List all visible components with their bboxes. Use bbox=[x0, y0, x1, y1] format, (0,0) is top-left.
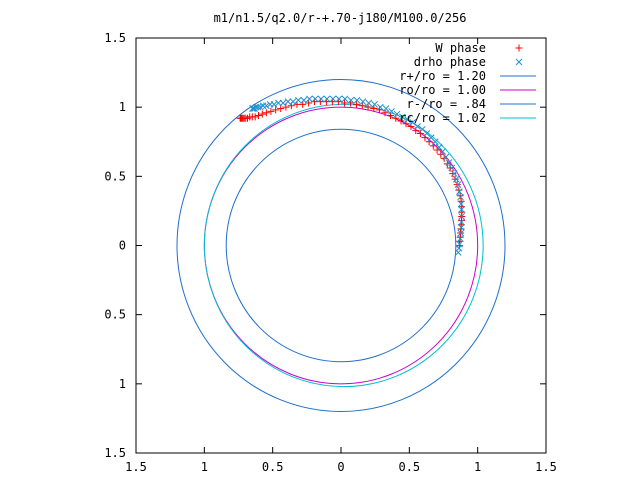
drho-phase-point bbox=[448, 164, 456, 172]
axis-ticks: 1.5 1 0.5 0 0.5 1 1.51.510.500.511.5 bbox=[104, 31, 557, 474]
drho-phase-point bbox=[456, 235, 464, 242]
w-phase-point bbox=[341, 99, 349, 107]
w-phase-point bbox=[258, 110, 266, 118]
drho-phase-point bbox=[275, 99, 282, 107]
drho-phase-point bbox=[266, 101, 274, 108]
drho-phase-point bbox=[404, 116, 411, 123]
drho-phase-point bbox=[329, 95, 337, 103]
w-phase-point bbox=[451, 175, 459, 183]
y-tick-label: 1.5 bbox=[104, 31, 126, 45]
x-tick-label: 1 bbox=[201, 460, 208, 474]
drho-phase-point bbox=[249, 105, 256, 112]
x-tick-label: 1 bbox=[474, 460, 481, 474]
drho-phase-point bbox=[284, 98, 292, 105]
drho-phase-point bbox=[442, 153, 450, 161]
w-phase-point bbox=[453, 181, 461, 189]
drho-phase-point bbox=[454, 181, 462, 188]
drho-phase-point bbox=[263, 102, 270, 110]
drho-phase-point bbox=[300, 96, 308, 104]
w-phase-point bbox=[236, 114, 244, 122]
circle-r-1-2 bbox=[176, 79, 506, 412]
drho-phase-point bbox=[388, 107, 395, 115]
drho-phase-point bbox=[457, 193, 464, 201]
drho-phase-point bbox=[435, 143, 443, 151]
drho-phase-point bbox=[365, 99, 373, 107]
drho-phase-point bbox=[458, 218, 465, 226]
w-phase-point bbox=[370, 105, 378, 113]
w-phase-point bbox=[364, 103, 372, 111]
drho-phase-point bbox=[377, 103, 384, 111]
w-phase-point bbox=[358, 102, 366, 110]
drho-phase-point bbox=[393, 110, 401, 118]
drho-phase-point bbox=[458, 206, 465, 213]
drho-phase-point bbox=[445, 159, 453, 166]
y-tick-label: 0.5 bbox=[104, 308, 126, 322]
drho-phase-point bbox=[341, 95, 349, 103]
drho-phase-point bbox=[455, 188, 463, 195]
drho-phase-point bbox=[353, 96, 361, 104]
circle-r-0-84 bbox=[225, 128, 457, 363]
y-tick-label: 1 bbox=[119, 100, 126, 114]
phase-points bbox=[236, 95, 466, 256]
legend-label: r+/ro = 1.20 bbox=[399, 69, 486, 83]
drho-phase-point bbox=[347, 96, 355, 104]
drho-phase-point bbox=[317, 95, 325, 103]
w-phase-point bbox=[254, 111, 262, 119]
legend-label: W phase bbox=[435, 41, 486, 55]
legend-marker-cross bbox=[515, 58, 523, 66]
y-tick-label: 0.5 bbox=[104, 169, 126, 183]
drho-phase-point bbox=[250, 105, 257, 112]
y-tick-label: 1.5 bbox=[104, 446, 126, 460]
drho-phase-point bbox=[458, 213, 466, 220]
drho-phase-point bbox=[457, 200, 465, 208]
w-phase-point bbox=[433, 146, 441, 154]
chart-title: m1/n1.5/q2.0/r-+.70-j180/M100.0/256 bbox=[214, 11, 467, 25]
drho-phase-point bbox=[371, 101, 378, 108]
w-phase-point bbox=[381, 109, 389, 117]
legend-label: drho phase bbox=[414, 55, 486, 69]
w-phase-point bbox=[352, 100, 360, 108]
legend-label: ro/ro = 1.00 bbox=[399, 83, 486, 97]
drho-phase-point bbox=[359, 98, 367, 105]
drho-phase-point bbox=[450, 170, 458, 177]
x-tick-label: 0.5 bbox=[262, 460, 284, 474]
drho-phase-point bbox=[457, 229, 465, 237]
w-phase-point bbox=[386, 111, 394, 119]
drho-phase-point bbox=[254, 103, 262, 111]
drho-phase-point bbox=[452, 175, 460, 183]
w-phase-point bbox=[272, 106, 280, 114]
x-tick-label: 1.5 bbox=[125, 460, 147, 474]
drho-phase-point bbox=[457, 224, 465, 231]
drho-phase-point bbox=[418, 125, 426, 133]
w-phase-point bbox=[277, 105, 285, 113]
drho-phase-point bbox=[382, 105, 390, 112]
y-tick-label: 1 bbox=[119, 377, 126, 391]
drho-phase-point bbox=[414, 123, 421, 130]
w-phase-point bbox=[446, 164, 454, 172]
legend-label: r-/ro = .84 bbox=[407, 97, 486, 111]
x-tick-label: 0.5 bbox=[398, 460, 420, 474]
circle-r-1-02 bbox=[203, 103, 484, 388]
w-phase-point bbox=[262, 109, 270, 117]
drho-phase-point bbox=[409, 119, 416, 126]
drho-phase-point bbox=[306, 95, 313, 103]
drho-phase-point bbox=[399, 113, 406, 121]
drho-phase-point bbox=[289, 98, 297, 105]
drho-phase-point bbox=[335, 95, 343, 103]
y-tick-label: 0 bbox=[119, 239, 126, 253]
drho-phase-point bbox=[311, 95, 319, 103]
w-phase-point bbox=[267, 107, 275, 115]
w-phase-point bbox=[449, 170, 457, 178]
drho-phase-point bbox=[295, 96, 302, 104]
legend-label: rc/ro = 1.02 bbox=[399, 111, 486, 125]
x-tick-label: 0 bbox=[337, 460, 344, 474]
legend-marker-plus bbox=[515, 44, 523, 52]
drho-phase-point bbox=[456, 240, 463, 248]
x-tick-label: 1.5 bbox=[535, 460, 557, 474]
drho-phase-point bbox=[251, 105, 258, 112]
drho-phase-point bbox=[323, 95, 331, 103]
w-phase-point bbox=[282, 103, 290, 111]
